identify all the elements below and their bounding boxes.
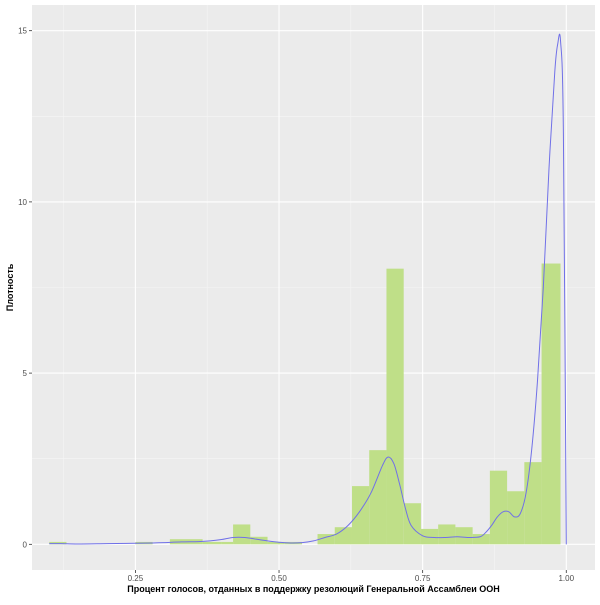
histogram-bar [202,541,222,545]
histogram-bar [317,534,335,545]
x-tick-label: 0.50 [271,574,287,583]
y-axis-ticks: 0 5 10 15 [18,27,32,549]
minor-gridlines [32,5,595,570]
histogram-bars [49,263,561,545]
x-tick-label: 1.00 [558,574,574,583]
y-tick-label: 10 [18,198,27,207]
x-axis-title: Процент голосов, отданных в поддержку ре… [127,584,500,594]
histogram-bar [267,541,285,545]
histogram-bar [221,541,234,545]
x-axis-ticks: 0.25 0.50 0.75 1.00 [128,570,575,583]
x-tick-label: 0.25 [128,574,144,583]
histogram-bar [541,263,561,545]
histogram-bar [455,527,473,545]
histogram-bar [507,491,525,545]
y-tick-label: 15 [18,27,27,36]
x-tick-label: 0.75 [415,574,431,583]
histogram-bar [250,536,268,545]
density-curve [49,33,567,545]
histogram-bar [351,486,370,545]
histogram-bar [386,268,404,545]
histogram-bar [472,534,490,545]
histogram-bar [489,470,508,545]
histogram-bar [334,527,352,545]
y-tick-label: 0 [23,540,28,549]
histogram-bar [233,524,251,545]
histogram-bar [420,528,439,545]
y-tick-label: 5 [23,369,28,378]
y-axis-title: Плотность [5,263,15,311]
histogram-bar [524,462,542,545]
histogram-bar [438,524,456,545]
histogram-bar [403,503,421,545]
histogram-bar [369,450,387,545]
